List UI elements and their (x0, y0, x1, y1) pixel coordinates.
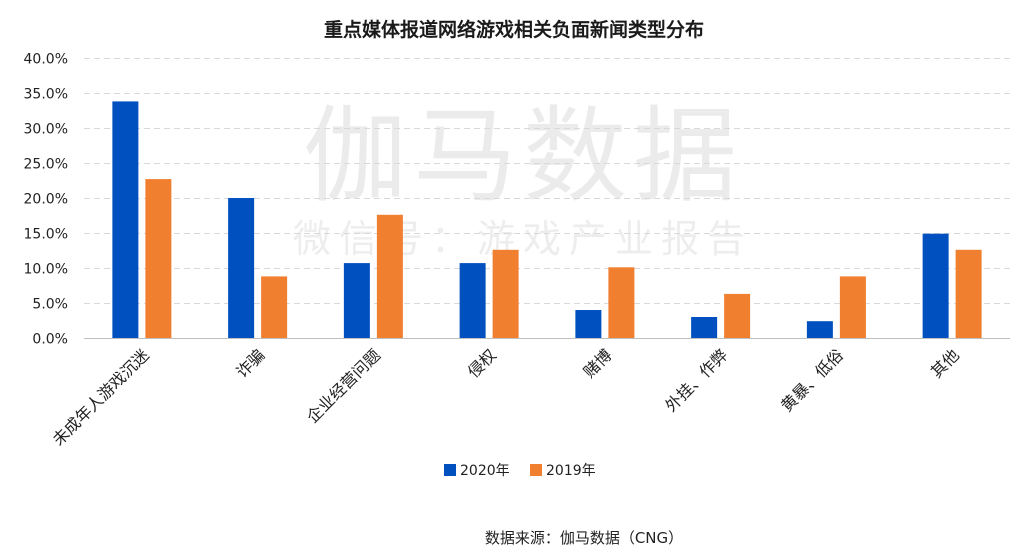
bar-2020年-诈骗 (228, 198, 255, 338)
legend-label: 2019年 (546, 463, 596, 479)
x-category-label: 企业经营问题 (303, 345, 384, 426)
legend: 2020年 2019年 (444, 463, 596, 479)
bar-2020年-赌博 (575, 310, 602, 338)
bar-2020年-外挂、作弊 (691, 317, 718, 338)
x-category-label: 诈骗 (232, 345, 268, 381)
x-category-label: 外挂、作弊 (661, 345, 731, 415)
y-tick-label: 20.0% (24, 192, 68, 208)
x-category-label: 其他 (927, 345, 963, 381)
bar-2019年-未成年人游戏沉迷 (145, 179, 172, 338)
y-tick-label: 40.0% (24, 52, 68, 68)
x-category-label: 黄暴、低俗 (777, 345, 847, 415)
y-tick-label: 15.0% (24, 227, 68, 243)
watermark-line1: 伽马数据 (303, 95, 743, 217)
bar-2020年-未成年人游戏沉迷 (112, 101, 139, 339)
source-note: 数据来源：伽马数据（CNG） (485, 529, 683, 547)
legend-label: 2020年 (460, 463, 510, 479)
bar-2020年-黄暴、低俗 (806, 321, 833, 338)
bar-2019年-外挂、作弊 (724, 293, 751, 338)
bar-2019年-其他 (955, 249, 982, 338)
chart-title: 重点媒体报道网络游戏相关负面新闻类型分布 (324, 18, 704, 41)
y-tick-label: 35.0% (24, 87, 68, 103)
y-tick-label: 30.0% (24, 122, 68, 138)
bar-2019年-赌博 (608, 267, 635, 338)
bars (112, 101, 982, 339)
x-category-label: 未成年人游戏沉迷 (49, 345, 153, 449)
watermark-line2: 微信号：游戏产业报告 (293, 217, 753, 261)
bar-2019年-侵权 (492, 249, 519, 338)
y-tick-label: 0.0% (32, 332, 68, 348)
y-tick-label: 10.0% (24, 262, 68, 278)
y-tick-label: 25.0% (24, 157, 68, 173)
bar-2019年-诈骗 (261, 276, 288, 338)
legend-swatch-2019年 (530, 464, 542, 476)
bar-2020年-其他 (922, 233, 949, 338)
x-category-label: 赌博 (580, 345, 616, 381)
y-axis: 0.0% 5.0% 10.0% 15.0% 20.0% 25.0% 30.0% 35.0% 40… (24, 52, 68, 348)
bar-2020年-企业经营问题 (343, 263, 370, 338)
bar-2019年-企业经营问题 (376, 214, 403, 338)
bar-2019年-黄暴、低俗 (839, 276, 866, 338)
x-category-label: 侵权 (464, 345, 500, 381)
bar-2020年-侵权 (459, 263, 486, 338)
y-tick-label: 5.0% (32, 297, 68, 313)
x-axis: 未成年人游戏沉迷 诈骗 企业经营问题 侵权 赌博 外挂、作弊 黄暴、低俗 其他 (49, 345, 963, 449)
watermark: 伽马数据 微信号：游戏产业报告 (293, 95, 753, 261)
legend-swatch-2020年 (444, 464, 456, 476)
